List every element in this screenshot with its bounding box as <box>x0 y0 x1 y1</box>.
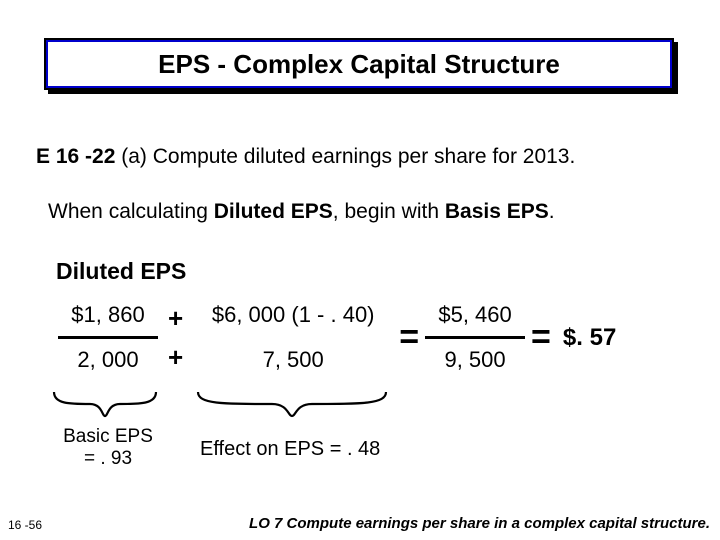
instr-b2: Basis EPS <box>445 200 549 223</box>
frac3-num: $5, 460 <box>438 302 511 328</box>
frac2-num: $6, 000 (1 - . 40) <box>212 302 375 328</box>
slide-number: 16 -56 <box>8 518 42 532</box>
learning-objective: LO 7 Compute earnings per share in a com… <box>249 515 710 532</box>
frac3-den: 9, 500 <box>444 347 505 373</box>
frac2-den: 7, 500 <box>263 347 324 373</box>
title-box: EPS - Complex Capital Structure <box>44 38 674 90</box>
result-value: $. 57 <box>557 324 616 352</box>
problem-text: (a) Compute diluted earnings per share f… <box>115 145 575 168</box>
diluted-eps-heading: Diluted EPS <box>56 258 186 285</box>
plus-2: + <box>160 342 191 373</box>
problem-ref: E 16 -22 <box>36 145 115 168</box>
basic-eps-label: Basic EPS = . 93 <box>48 426 168 470</box>
plus-1: + <box>160 303 191 334</box>
frac1-num: $1, 860 <box>71 302 144 328</box>
instr-end: . <box>549 200 555 223</box>
instruction-line: When calculating Diluted EPS, begin with… <box>48 200 555 224</box>
problem-line: E 16 -22 (a) Compute diluted earnings pe… <box>36 145 575 169</box>
frac3-bar <box>425 336 525 339</box>
brace-effect <box>192 388 392 424</box>
equals-1: = <box>393 318 425 357</box>
instr-mid: , begin with <box>333 200 445 223</box>
frac1-den: 2, 000 <box>77 347 138 373</box>
brace-basic-eps <box>50 388 160 424</box>
slide-title: EPS - Complex Capital Structure <box>48 42 670 86</box>
equals-2: = <box>525 318 557 357</box>
basic-eps-l1: Basic EPS <box>48 426 168 448</box>
basic-eps-l2: = . 93 <box>48 448 168 470</box>
frac1-bar <box>58 336 158 339</box>
instr-b1: Diluted EPS <box>214 200 333 223</box>
effect-label: Effect on EPS = . 48 <box>200 438 380 461</box>
instr-pre: When calculating <box>48 200 214 223</box>
